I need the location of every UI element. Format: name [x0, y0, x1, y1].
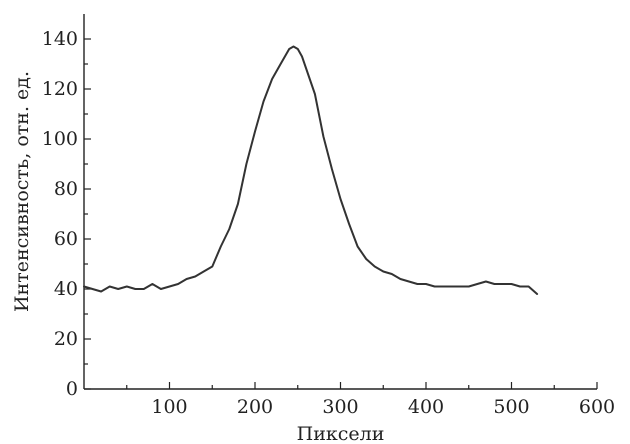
y-tick-label: 0	[66, 378, 78, 400]
x-tick-label: 600	[579, 396, 615, 418]
x-axis-title: Пиксели	[297, 423, 385, 444]
y-tick-label: 20	[54, 328, 78, 350]
intensity-series-line	[83, 45, 539, 295]
x-tick-label: 500	[493, 396, 529, 418]
x-tick-label: 400	[408, 396, 444, 418]
y-tick-label: 120	[42, 78, 78, 100]
y-tick-label: 60	[54, 228, 78, 250]
x-tick-label: 100	[151, 396, 187, 418]
y-axis-title: Интенсивность, отн. ед.	[11, 71, 33, 312]
x-axis-ticks: 100 200 300 400 500 600	[126, 382, 615, 418]
y-tick-label: 40	[54, 278, 78, 300]
x-tick-label: 200	[237, 396, 273, 418]
y-tick-label: 140	[42, 28, 78, 50]
y-tick-label: 100	[42, 128, 78, 150]
y-tick-label: 80	[54, 178, 78, 200]
y-axis-ticks: 0 20 40 60 80 100 120 140	[42, 28, 91, 400]
x-tick-label: 300	[322, 396, 358, 418]
